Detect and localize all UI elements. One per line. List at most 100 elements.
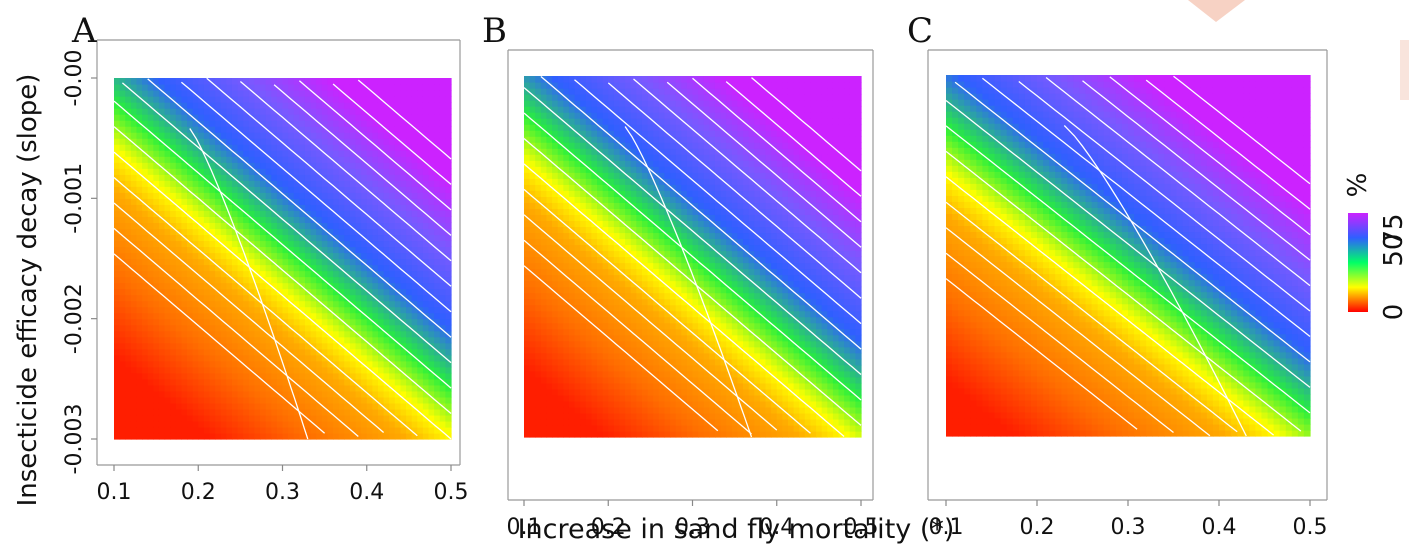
heatmap-cell: [136, 78, 143, 85]
heatmap-cell: [288, 84, 295, 91]
heatmap-cell: [203, 84, 211, 91]
heatmap-cell: [389, 96, 396, 103]
heatmap-cell: [220, 234, 227, 242]
heatmap-cell: [170, 360, 177, 368]
heatmap-cell: [608, 376, 615, 384]
heatmap-cell: [361, 192, 368, 199]
heatmap-cell: [434, 366, 441, 374]
heatmap-cell: [394, 198, 402, 205]
heatmap-cell: [142, 162, 149, 169]
heatmap-cell: [192, 288, 199, 296]
heatmap-cell: [254, 138, 261, 145]
heatmap-cell: [333, 324, 340, 332]
heatmap-cell: [574, 322, 581, 330]
heatmap-cell: [333, 282, 340, 290]
heatmap-cell: [153, 390, 160, 398]
heatmap-cell: [591, 184, 598, 191]
heatmap-cell: [580, 316, 587, 324]
heatmap-cell: [142, 342, 149, 350]
heatmap-cell: [181, 402, 188, 410]
heatmap-cell: [568, 310, 576, 318]
heatmap-cell: [276, 126, 284, 133]
heatmap-cell: [445, 318, 452, 326]
heatmap-cell: [439, 96, 446, 103]
heatmap-cell: [327, 228, 334, 236]
heatmap-cell: [445, 168, 452, 175]
heatmap-cell: [529, 154, 536, 161]
heatmap-cell: [568, 184, 576, 191]
heatmap-cell: [192, 174, 199, 181]
heatmap-cell: [271, 84, 278, 91]
heatmap-cell: [349, 348, 357, 356]
heatmap-cell: [237, 102, 244, 109]
heatmap-cell: [591, 262, 598, 270]
heatmap-cell: [535, 394, 542, 402]
heatmap-cell: [349, 306, 357, 314]
heatmap-cell: [187, 348, 194, 356]
heatmap-cell: [400, 120, 407, 127]
heatmap-cell: [529, 406, 536, 414]
heatmap-cell: [557, 88, 564, 95]
heatmap-cell: [630, 124, 637, 131]
heatmap-cell: [602, 388, 609, 396]
heatmap-cell: [636, 172, 643, 179]
heatmap-cell: [377, 396, 385, 404]
heatmap-cell: [636, 154, 643, 161]
heatmap-cell: [158, 222, 166, 230]
heatmap-cell: [355, 384, 362, 392]
heatmap-cell: [439, 168, 446, 175]
heatmap-cell: [288, 372, 295, 380]
heatmap-cell: [552, 160, 559, 167]
heatmap-cell: [636, 376, 643, 384]
heatmap-cell: [428, 378, 435, 386]
heatmap-cell: [237, 300, 244, 308]
heatmap-cell: [619, 274, 626, 282]
heatmap-cell: [125, 378, 132, 386]
heatmap-cell: [540, 286, 548, 294]
heatmap-cell: [580, 124, 587, 131]
heatmap-cell: [316, 318, 323, 326]
heatmap-cell: [428, 144, 435, 151]
heatmap-cell: [445, 90, 452, 97]
heatmap-cell: [254, 162, 261, 169]
heatmap-cell: [647, 358, 654, 366]
heatmap-cell: [625, 154, 632, 161]
heatmap-cell: [187, 336, 194, 344]
x-tick-label: 0.3: [265, 480, 300, 505]
heatmap-cell: [529, 208, 536, 215]
heatmap-cell: [641, 346, 649, 354]
heatmap-cell: [602, 112, 609, 119]
heatmap-cell: [203, 108, 211, 115]
heatmap-cell: [288, 270, 295, 278]
heatmap-cell: [406, 330, 413, 338]
heatmap-cell: [613, 160, 621, 167]
heatmap-cell: [231, 192, 239, 199]
heatmap-cell: [546, 340, 553, 348]
heatmap-cell: [377, 102, 385, 109]
heatmap-cell: [316, 366, 323, 374]
heatmap-cell: [170, 96, 177, 103]
heatmap-cell: [619, 82, 626, 89]
heatmap-cell: [428, 198, 435, 205]
heatmap-cell: [175, 198, 182, 205]
heatmap-cell: [400, 204, 407, 211]
heatmap-cell: [215, 432, 222, 440]
heatmap-cell: [333, 294, 340, 302]
heatmap-cell: [428, 360, 435, 368]
heatmap-cell: [394, 168, 402, 175]
heatmap-cell: [237, 168, 244, 175]
heatmap-cell: [254, 228, 261, 236]
heatmap-cell: [580, 412, 587, 420]
heatmap-cell: [377, 360, 385, 368]
heatmap-cell: [366, 372, 373, 380]
heatmap-cell: [142, 414, 149, 422]
heatmap-cell: [625, 406, 632, 414]
heatmap-cell: [619, 232, 626, 240]
heatmap-cell: [546, 400, 553, 408]
heatmap-cell: [546, 160, 553, 167]
heatmap-cell: [417, 210, 424, 217]
heatmap-cell: [203, 162, 211, 169]
heatmap-cell: [535, 430, 542, 438]
heatmap-cell: [170, 390, 177, 398]
heatmap-cell: [630, 292, 637, 300]
